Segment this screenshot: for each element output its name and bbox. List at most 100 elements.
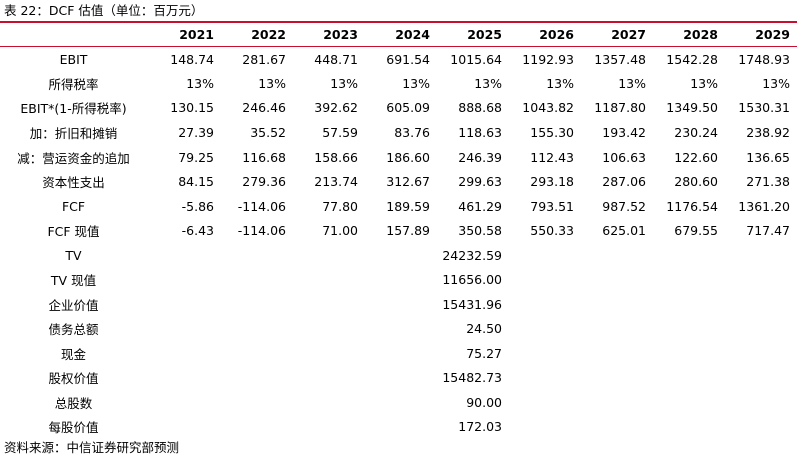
value-cell: 27.39 (178, 124, 214, 140)
dcf-valuation-table: 2021 2022 2023 2024 2025 2026 2027 2028 … (0, 21, 797, 437)
value-cell: 1748.93 (738, 51, 790, 67)
value-cell: 186.60 (386, 149, 430, 165)
empty-cell (507, 414, 797, 437)
source-note: 资料来源：中信证券研究部预测 (4, 440, 180, 455)
year-header: 2026 (507, 22, 579, 48)
value-cell: 136.65 (746, 149, 790, 165)
value-cell: 1349.50 (666, 100, 718, 116)
value-cell: 691.54 (386, 51, 430, 67)
summary-row: 总股数 90.00 (0, 390, 797, 415)
value-cell: 1542.28 (666, 51, 718, 67)
value-cell: 312.67 (386, 174, 430, 190)
value-cell: 392.62 (314, 100, 358, 116)
value-cell: -114.06 (237, 198, 286, 214)
table-body: EBIT 148.74 281.67 448.71 691.54 1015.64 1192.… (0, 47, 797, 437)
empty-cell (147, 243, 435, 268)
table-row: 资本性支出 84.15 279.36 213.74 312.67 299.63 293.18… (0, 169, 797, 194)
year-header: 2030 (795, 22, 797, 48)
value-cell: 213.74 (314, 174, 358, 190)
value-cell: 189.59 (386, 198, 430, 214)
empty-cell (507, 243, 797, 268)
row-label: EBIT*(1-所得税率) (20, 101, 127, 117)
value-cell: 246.39 (458, 149, 502, 165)
value-cell: 271.38 (746, 174, 790, 190)
value-cell: 293.18 (530, 174, 574, 190)
value-cell: 287.06 (602, 174, 646, 190)
value-cell: 13% (402, 75, 430, 91)
summary-row: TV 现值 11656.00 (0, 267, 797, 292)
empty-cell (147, 414, 435, 437)
value-cell: 130.15 (170, 100, 214, 116)
row-label: 债务总额 (48, 322, 99, 338)
value-cell: 793.51 (530, 198, 574, 214)
year-header: 2027 (579, 22, 651, 48)
value-cell: 1043.82 (522, 100, 574, 116)
summary-value: 24232.59 (442, 247, 502, 263)
value-cell: 13% (186, 75, 214, 91)
value-cell: 1187.80 (594, 100, 646, 116)
value-cell: 193.42 (602, 124, 646, 140)
value-cell: 118.63 (458, 124, 502, 140)
value-cell: 79.25 (178, 149, 214, 165)
year-header: 2024 (363, 22, 435, 48)
value-cell: 77.80 (322, 198, 358, 214)
value-cell: 987.52 (602, 198, 646, 214)
summary-row: 现金 75.27 (0, 341, 797, 366)
summary-row: TV 24232.59 (0, 243, 797, 268)
value-cell: 1530.31 (738, 100, 790, 116)
row-label: 资本性支出 (42, 175, 105, 191)
value-cell: 679.55 (674, 223, 718, 239)
row-label: 每股价值 (0, 414, 147, 437)
empty-cell (507, 390, 797, 415)
value-cell: 448.71 (314, 51, 358, 67)
table-row: EBIT 148.74 281.67 448.71 691.54 1015.64 1192.… (0, 47, 797, 72)
year-header: 2025 (435, 22, 507, 48)
value-cell: 116.68 (242, 149, 286, 165)
value-cell: 13% (618, 75, 646, 91)
year-header: 2029 (723, 22, 795, 48)
value-cell: 550.33 (530, 223, 574, 239)
value-cell: 461.29 (458, 198, 502, 214)
row-label: 现金 (60, 346, 86, 362)
header-label-cell (0, 22, 147, 48)
value-cell: 299.63 (458, 174, 502, 190)
value-cell: -5.86 (181, 198, 214, 214)
value-cell: 148.74 (170, 51, 214, 67)
value-cell: 246.46 (242, 100, 286, 116)
value-cell: 625.01 (602, 223, 646, 239)
row-label: 减：营运资金的追加 (17, 150, 130, 166)
value-cell: -114.06 (237, 223, 286, 239)
value-cell: 84.15 (178, 174, 214, 190)
value-cell: 155.30 (530, 124, 574, 140)
table-caption: 表 22：DCF 估值（单位：百万元） (4, 3, 204, 18)
summary-row: 企业价值 15431.96 (0, 292, 797, 317)
year-header: 2022 (219, 22, 291, 48)
value-cell: 13% (474, 75, 502, 91)
year-header: 2023 (291, 22, 363, 48)
dcf-table-container: 2021 2022 2023 2024 2025 2026 2027 2028 … (0, 21, 797, 437)
row-label: 所得税率 (48, 76, 99, 92)
value-cell: 717.47 (746, 223, 790, 239)
value-cell: 1176.54 (666, 198, 718, 214)
row-label: FCF (61, 198, 86, 214)
row-label: 企业价值 (48, 297, 99, 313)
empty-cell (507, 317, 797, 342)
value-cell: 83.76 (394, 124, 430, 140)
row-label: 总股数 (54, 395, 93, 411)
value-cell: 35.52 (250, 124, 286, 140)
empty-cell (147, 267, 435, 292)
value-cell: 157.89 (386, 223, 430, 239)
empty-cell (147, 292, 435, 317)
empty-cell (507, 267, 797, 292)
summary-row: 股权价值 15482.73 (0, 366, 797, 391)
value-cell: 13% (762, 75, 790, 91)
row-label: TV (65, 247, 82, 263)
value-cell: -6.43 (181, 223, 214, 239)
row-label: 加：折旧和摊销 (29, 125, 118, 141)
value-cell: 350.58 (458, 223, 502, 239)
empty-cell (147, 390, 435, 415)
table-row: FCF -5.86 -114.06 77.80 189.59 461.29 793.51 98… (0, 194, 797, 219)
value-cell: 280.60 (674, 174, 718, 190)
summary-value: 11656.00 (442, 272, 502, 288)
